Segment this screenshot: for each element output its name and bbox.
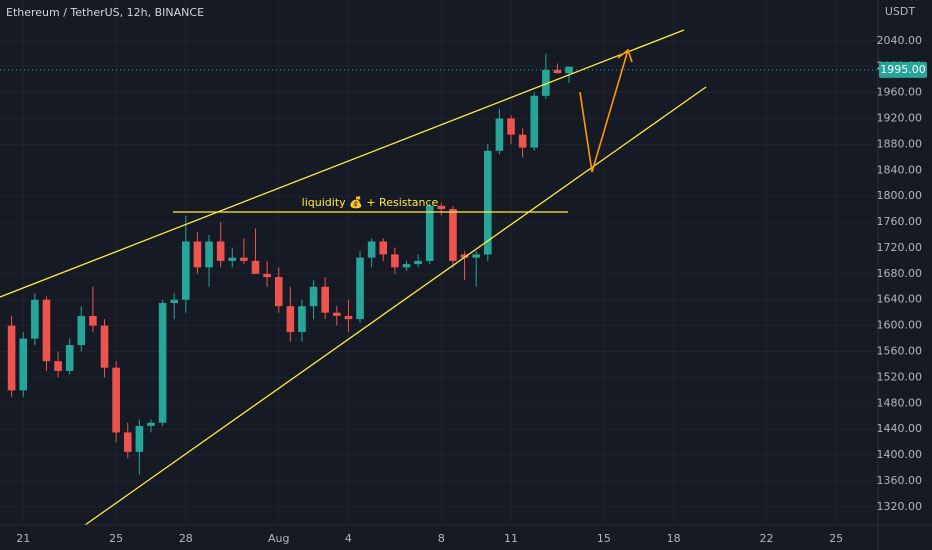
candle-body — [530, 95, 539, 148]
candle-body — [542, 69, 550, 96]
x-tick-label: 15 — [597, 532, 611, 545]
candle-body — [135, 425, 144, 452]
candle-body — [332, 312, 341, 316]
y-tick-label: 1440.00 — [877, 422, 923, 435]
candle-body — [309, 286, 318, 307]
candle-body — [344, 315, 353, 320]
candle-body — [437, 205, 446, 210]
candle-body — [298, 306, 306, 333]
projection-arrow — [579, 49, 629, 173]
candle-body — [449, 209, 457, 261]
candle-body — [205, 241, 213, 268]
candle-body — [77, 315, 86, 346]
candle-body — [112, 367, 120, 433]
candle-body — [147, 422, 155, 426]
candle-body — [565, 66, 573, 74]
last-price-label: 1995.00 — [880, 63, 926, 76]
y-tick-label: 1920.00 — [877, 111, 923, 124]
candle-body — [367, 241, 376, 258]
upper-trendline — [0, 29, 685, 298]
y-tick-label: 1320.00 — [877, 500, 923, 513]
candle-body — [31, 299, 39, 339]
candle-body — [274, 277, 283, 307]
candle-body — [414, 260, 422, 265]
candle-body — [170, 299, 179, 303]
y-tick-label: 1880.00 — [877, 137, 923, 150]
candle-body — [158, 302, 167, 423]
candle-body — [460, 254, 469, 258]
candle-body — [193, 241, 202, 268]
y-tick-label: 1560.00 — [877, 345, 923, 358]
y-tick-label: 1720.00 — [877, 241, 923, 254]
y-tick-label: 1520.00 — [877, 370, 923, 383]
x-tick-label: 22 — [760, 532, 774, 545]
candle-body — [216, 241, 225, 261]
x-tick-label: 8 — [438, 532, 445, 545]
y-axis-label: USDT — [885, 5, 916, 18]
candle-body — [7, 325, 16, 391]
candle-body — [553, 69, 562, 74]
candle-body — [89, 315, 97, 326]
arrow-head — [617, 48, 633, 63]
candle-body — [518, 134, 527, 148]
x-tick-label: 18 — [667, 532, 681, 545]
candle-body — [507, 118, 515, 135]
candle-body — [495, 118, 504, 151]
candle-body — [472, 254, 480, 258]
y-tick-label: 1400.00 — [877, 448, 923, 461]
y-tick-label: 1680.00 — [877, 267, 923, 280]
y-tick-label: 1640.00 — [877, 293, 923, 306]
candle-body — [286, 306, 295, 333]
candle-body — [65, 345, 74, 371]
x-tick-label: 25 — [109, 532, 123, 545]
x-tick-label: 4 — [345, 532, 352, 545]
candle-body — [391, 254, 399, 268]
candle-body — [483, 150, 492, 255]
candle-body — [182, 241, 190, 300]
candle-body — [54, 361, 62, 371]
y-tick-label: 2040.00 — [877, 34, 923, 47]
grid — [0, 0, 878, 525]
chart-title: Ethereum / TetherUS, 12h, BINANCE — [6, 6, 204, 19]
last-price-box — [879, 61, 927, 78]
y-tick-label: 1360.00 — [877, 474, 923, 487]
lower-trendline — [84, 86, 707, 526]
candle-body — [321, 286, 329, 313]
y-tick-label: 1480.00 — [877, 396, 923, 409]
candle-body — [19, 338, 28, 391]
candle-body — [42, 299, 51, 362]
y-tick-label: 1960.00 — [877, 86, 923, 99]
candle-body — [425, 205, 434, 261]
candle-body — [228, 257, 237, 261]
x-tick-label: 28 — [179, 532, 193, 545]
x-tick-label: Aug — [268, 532, 289, 545]
candle-body — [123, 432, 132, 452]
y-tick-label: 1840.00 — [877, 163, 923, 176]
annotation: liquidity 💰 + Resistance — [302, 196, 439, 209]
y-tick-label: 1760.00 — [877, 215, 923, 228]
candle-body — [263, 273, 271, 278]
x-tick-label: 11 — [504, 532, 518, 545]
candle-body — [356, 257, 364, 320]
candle-body — [379, 241, 388, 255]
candles — [7, 53, 573, 475]
y-tick-label: 1800.00 — [877, 189, 923, 202]
x-tick-label: 25 — [829, 532, 843, 545]
x-tick-label: 21 — [16, 532, 30, 545]
candle-body — [251, 260, 260, 274]
candle-body — [100, 325, 109, 368]
candle-body — [240, 257, 248, 261]
candle-body — [402, 264, 411, 268]
y-tick-label: 1600.00 — [877, 319, 923, 332]
